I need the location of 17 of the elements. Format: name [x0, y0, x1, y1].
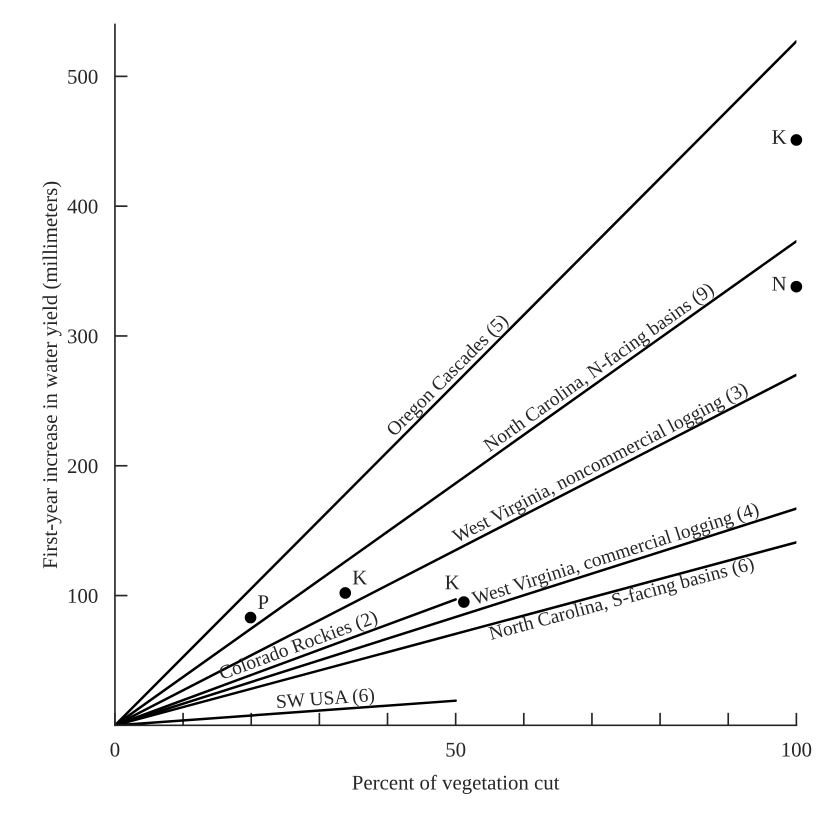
y-tick-label: 500: [68, 70, 98, 84]
annotation: K: [445, 576, 460, 590]
y-tick-label: 400: [67, 200, 98, 214]
y-axis-title: First-year increase in water yield (millimeters): [42, 182, 62, 568]
x-tick-label: 0: [110, 742, 120, 757]
text: Colorado Rockies (2): [218, 610, 380, 684]
series-label: SW USA (6): [276, 688, 375, 712]
x-axis-title: Percent of vegetation cut: [352, 774, 560, 794]
annotation: P: [258, 595, 268, 610]
y-tick-label: 300: [68, 329, 98, 344]
y-tick-label: 100: [68, 588, 98, 603]
annotation: K: [352, 570, 368, 584]
annotation: N: [772, 276, 786, 291]
x-tick-label: 100: [782, 742, 812, 757]
x-tick-label: 50: [446, 742, 466, 757]
y-tick-label: 200: [68, 459, 98, 474]
annotation: K: [772, 130, 786, 144]
